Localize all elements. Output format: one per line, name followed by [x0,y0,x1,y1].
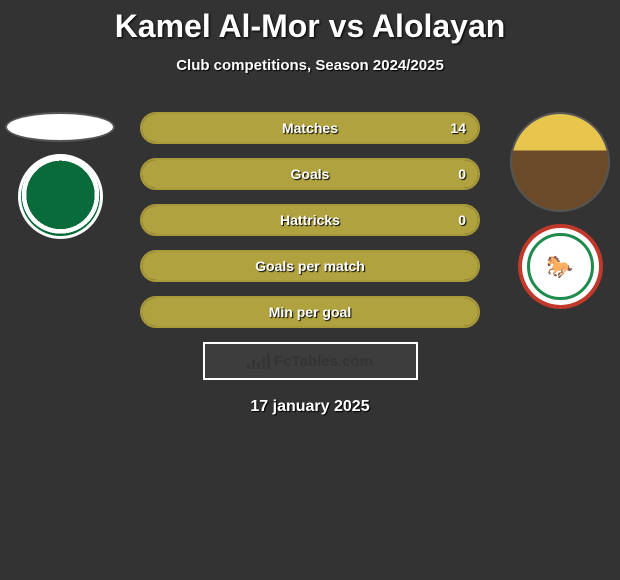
brand-box: FcTables.com [203,342,418,380]
page-subtitle: Club competitions, Season 2024/2025 [0,57,620,74]
comparison-panel: 🐎 Matches 14 Goals 0 Hattricks 0 Goals per mat… [0,112,620,416]
stat-bar-label: Hattricks [280,212,340,228]
right-player-photo [510,112,610,212]
page-title: Kamel Al-Mor vs Alolayan [0,0,620,45]
stat-bar: Min per goal [140,296,480,328]
stat-bar-value-right: 14 [450,120,466,136]
stat-bar: Hattricks 0 [140,204,480,236]
stat-bar-label: Matches [282,120,338,136]
left-player-column [5,112,115,239]
date-label: 17 january 2025 [0,398,620,416]
stat-bar-value-right: 0 [458,166,466,182]
brand-text: FcTables.com [274,353,373,370]
stat-bar: Goals per match [140,250,480,282]
right-club-logo: 🐎 [518,224,603,309]
left-club-logo [18,154,103,239]
stat-bar-value-right: 0 [458,212,466,228]
brand-bars-icon [247,353,270,369]
stat-bar-label: Min per goal [269,304,351,320]
right-player-column: 🐎 [505,112,615,309]
stat-bar: Goals 0 [140,158,480,190]
stat-bar: Matches 14 [140,112,480,144]
horse-icon: 🐎 [546,254,573,280]
stat-bars: Matches 14 Goals 0 Hattricks 0 Goals per match… [140,112,480,328]
stat-bar-label: Goals per match [255,258,365,274]
left-player-photo [5,112,115,142]
stat-bar-label: Goals [291,166,330,182]
